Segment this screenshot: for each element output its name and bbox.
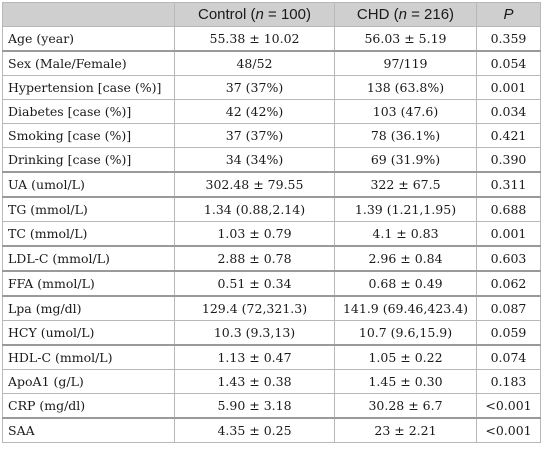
p-value: 0.054 <box>476 50 541 76</box>
header-chd: CHD (n = 216) <box>334 2 477 27</box>
control-value: 302.48 ± 79.55 <box>174 171 335 198</box>
p-value: 0.074 <box>476 344 541 370</box>
header-chd-prefix: CHD ( <box>356 6 399 23</box>
table-row: CRP (mg/dl) 5.90 ± 3.18 30.28 ± 6.7 <0.001 <box>2 393 541 419</box>
table-row: Drinking [case (%)] 34 (34%) 69 (31.9%) 0.3… <box>2 147 541 173</box>
table-row: LDL-C (mmol/L) 2.88 ± 0.78 2.96 ± 0.84 0.60… <box>2 245 541 272</box>
control-value: 42 (42%) <box>174 99 335 124</box>
control-value: 37 (37%) <box>174 75 335 100</box>
row-label: HDL-C (mmol/L) <box>2 344 175 370</box>
table-row: HCY (umol/L) 10.3 (9.3,13) 10.7 (9.6,15.9)… <box>2 320 541 346</box>
chd-value: 2.96 ± 0.84 <box>334 245 477 272</box>
row-label: TG (mmol/L) <box>2 196 175 222</box>
row-label: Age (year) <box>2 26 175 52</box>
row-label: Hypertension [case (%)] <box>2 75 175 100</box>
table-row: SAA 4.35 ± 0.25 23 ± 2.21 <0.001 <box>2 417 541 443</box>
header-chd-n: n <box>398 6 407 23</box>
chd-value: 97/119 <box>334 50 477 76</box>
row-label: ApoA1 (g/L) <box>2 369 175 394</box>
chd-value: 4.1 ± 0.83 <box>334 221 477 247</box>
row-label: Smoking [case (%)] <box>2 123 175 148</box>
control-value: 2.88 ± 0.78 <box>174 245 335 272</box>
control-value: 0.51 ± 0.34 <box>174 270 335 297</box>
p-value: 0.059 <box>476 320 541 346</box>
header-row: Control (n = 100) CHD (n = 216) P <box>2 2 541 27</box>
table-row: Lpa (mg/dl) 129.4 (72,321.3) 141.9 (69.46,… <box>2 295 541 321</box>
header-control-prefix: Control ( <box>198 6 256 23</box>
chd-value: 322 ± 67.5 <box>334 171 477 198</box>
row-label: CRP (mg/dl) <box>2 393 175 419</box>
table-row: Smoking [case (%)] 37 (37%) 78 (36.1%) 0.42… <box>2 123 541 148</box>
table-row: HDL-C (mmol/L) 1.13 ± 0.47 1.05 ± 0.22 0.07… <box>2 344 541 370</box>
control-value: 48/52 <box>174 50 335 76</box>
header-control: Control (n = 100) <box>174 2 335 27</box>
control-value: 55.38 ± 10.02 <box>174 26 335 52</box>
control-value: 4.35 ± 0.25 <box>174 417 335 443</box>
chd-value: 23 ± 2.21 <box>334 417 477 443</box>
row-label: TC (mmol/L) <box>2 221 175 247</box>
row-label: Diabetes [case (%)] <box>2 99 175 124</box>
table-row: TG (mmol/L) 1.34 (0.88,2.14) 1.39 (1.21,1.… <box>2 196 541 222</box>
p-value: 0.062 <box>476 270 541 297</box>
chd-value: 30.28 ± 6.7 <box>334 393 477 419</box>
header-chd-suffix: = 216) <box>406 6 455 23</box>
row-label: FFA (mmol/L) <box>2 270 175 297</box>
chd-value: 0.68 ± 0.49 <box>334 270 477 297</box>
chd-value: 138 (63.8%) <box>334 75 477 100</box>
p-value: 0.390 <box>476 147 541 173</box>
header-p-value: P <box>476 2 541 27</box>
p-value: 0.311 <box>476 171 541 198</box>
p-value: 0.034 <box>476 99 541 124</box>
chd-value: 1.05 ± 0.22 <box>334 344 477 370</box>
p-value: 0.183 <box>476 369 541 394</box>
table-row: Hypertension [case (%)] 37 (37%) 138 (63.8… <box>2 75 541 100</box>
baseline-characteristics-table: Control (n = 100) CHD (n = 216) P Age (y… <box>2 2 541 443</box>
header-control-n: n <box>255 6 264 23</box>
p-value: 0.359 <box>476 26 541 52</box>
table-row: Diabetes [case (%)] 42 (42%) 103 (47.6) 0.0… <box>2 99 541 124</box>
row-label: HCY (umol/L) <box>2 320 175 346</box>
control-value: 1.03 ± 0.79 <box>174 221 335 247</box>
table-row: FFA (mmol/L) 0.51 ± 0.34 0.68 ± 0.49 0.062 <box>2 270 541 297</box>
chd-value: 1.39 (1.21,1.95) <box>334 196 477 222</box>
p-value: 0.421 <box>476 123 541 148</box>
header-label <box>2 2 175 27</box>
chd-value: 141.9 (69.46,423.4) <box>334 295 477 321</box>
control-value: 1.43 ± 0.38 <box>174 369 335 394</box>
control-value: 37 (37%) <box>174 123 335 148</box>
row-label: UA (umol/L) <box>2 171 175 198</box>
table-body: Age (year) 55.38 ± 10.02 56.03 ± 5.19 0.359… <box>2 26 541 443</box>
p-value: 0.688 <box>476 196 541 222</box>
header-control-suffix: = 100) <box>263 6 311 23</box>
control-value: 10.3 (9.3,13) <box>174 320 335 346</box>
row-label: Lpa (mg/dl) <box>2 295 175 321</box>
p-value: 0.001 <box>476 221 541 247</box>
chd-value: 69 (31.9%) <box>334 147 477 173</box>
chd-value: 10.7 (9.6,15.9) <box>334 320 477 346</box>
p-value: 0.087 <box>476 295 541 321</box>
row-label: LDL-C (mmol/L) <box>2 245 175 272</box>
p-value: 0.603 <box>476 245 541 272</box>
p-value: 0.001 <box>476 75 541 100</box>
table-row: UA (umol/L) 302.48 ± 79.55 322 ± 67.5 0.311 <box>2 171 541 198</box>
table-row: Sex (Male/Female) 48/52 97/119 0.054 <box>2 50 541 76</box>
control-value: 129.4 (72,321.3) <box>174 295 335 321</box>
control-value: 1.34 (0.88,2.14) <box>174 196 335 222</box>
chd-value: 56.03 ± 5.19 <box>334 26 477 52</box>
table-row: ApoA1 (g/L) 1.43 ± 0.38 1.45 ± 0.30 0.183 <box>2 369 541 394</box>
chd-value: 78 (36.1%) <box>334 123 477 148</box>
row-label: Drinking [case (%)] <box>2 147 175 173</box>
control-value: 5.90 ± 3.18 <box>174 393 335 419</box>
p-value: <0.001 <box>476 393 541 419</box>
table-row: Age (year) 55.38 ± 10.02 56.03 ± 5.19 0.359 <box>2 26 541 52</box>
chd-value: 1.45 ± 0.30 <box>334 369 477 394</box>
control-value: 34 (34%) <box>174 147 335 173</box>
table-header: Control (n = 100) CHD (n = 216) P <box>2 2 541 27</box>
control-value: 1.13 ± 0.47 <box>174 344 335 370</box>
table-row: TC (mmol/L) 1.03 ± 0.79 4.1 ± 0.83 0.001 <box>2 221 541 247</box>
p-value: <0.001 <box>476 417 541 443</box>
chd-value: 103 (47.6) <box>334 99 477 124</box>
row-label: Sex (Male/Female) <box>2 50 175 76</box>
row-label: SAA <box>2 417 175 443</box>
